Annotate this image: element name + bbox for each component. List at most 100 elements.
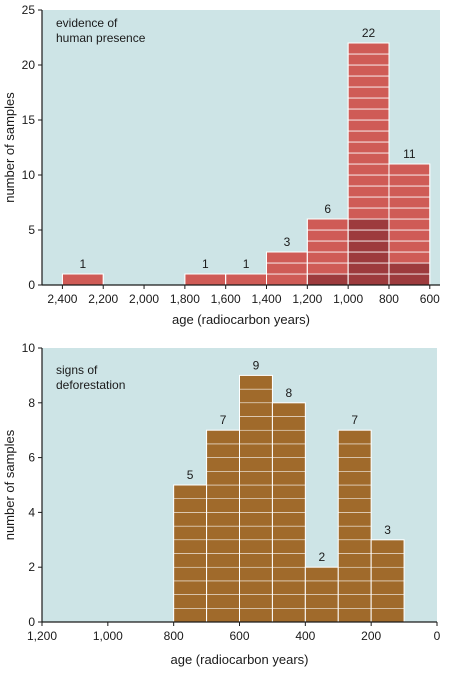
- bar-segment: [388, 262, 431, 275]
- x-tick-label: 2,000: [129, 292, 159, 306]
- bar-segment: [206, 525, 240, 541]
- y-tick-label: 10: [22, 341, 36, 355]
- bar-segment: [173, 608, 207, 623]
- bar-value-label: 5: [187, 468, 194, 482]
- x-tick-label: 1,800: [170, 292, 200, 306]
- y-axis-title: number of samples: [2, 429, 17, 540]
- x-ticks-human-presence: 2,400 2,200 2,000 1,800 1,600 1,400 1,200 1,000…: [47, 285, 440, 306]
- bar-segment: [272, 471, 306, 486]
- bar-segment: [239, 512, 273, 527]
- bar-segment: [388, 273, 431, 286]
- bar: [337, 429, 372, 623]
- bar-segment: [206, 471, 240, 486]
- x-tick-label: 800: [379, 292, 399, 306]
- bar-segment: [347, 53, 390, 66]
- bar-value-label: 6: [324, 202, 331, 216]
- bar-segment: [206, 566, 240, 582]
- bar-value-label: 1: [202, 257, 209, 271]
- bar-segment: [173, 566, 207, 582]
- bar-segment: [272, 525, 306, 541]
- bar-segment: [272, 580, 306, 595]
- bar-segment: [206, 498, 240, 513]
- bar: [173, 484, 208, 623]
- bar-segment: [272, 429, 306, 445]
- x-tick-label: 1,600: [211, 292, 241, 306]
- bar-segment: [239, 443, 273, 458]
- bar-segment: [338, 457, 372, 472]
- bar-value-label: 8: [286, 386, 293, 400]
- bar-segment: [347, 218, 390, 231]
- x-tick-label: 1,000: [333, 292, 363, 306]
- bar: [225, 273, 268, 286]
- bar: [304, 566, 339, 623]
- bar-segment: [338, 498, 372, 513]
- bar-segment: [347, 119, 390, 132]
- bar-value-label: 7: [351, 413, 358, 427]
- bar-segment: [173, 512, 207, 527]
- bar-segment: [347, 207, 390, 220]
- bar-segment: [239, 484, 273, 499]
- bar-segment: [347, 196, 390, 209]
- bar-segment: [206, 512, 240, 527]
- bar-segment: [338, 471, 372, 486]
- bar-value-label: 1: [243, 257, 250, 271]
- bar-segment: [347, 229, 390, 242]
- bar-segment: [347, 262, 390, 275]
- bar-segment: [272, 539, 306, 554]
- bar-segment: [347, 273, 390, 286]
- bar-segment: [306, 262, 349, 275]
- bar-segment: [272, 416, 306, 431]
- annotation-line: signs of: [56, 363, 98, 377]
- bar-segment: [239, 566, 273, 582]
- bar-segment: [206, 429, 240, 445]
- bar-segment: [347, 240, 390, 253]
- bar-segment: [388, 163, 431, 176]
- bar-segment: [272, 512, 306, 527]
- bar-segment: [347, 163, 390, 176]
- bar-segment: [338, 429, 372, 445]
- bar-segment: [239, 580, 273, 595]
- bar: [184, 273, 227, 286]
- bar-segment: [370, 594, 405, 609]
- bar-segment: [239, 471, 273, 486]
- y-tick-label: 15: [22, 113, 36, 127]
- bar-segment: [173, 525, 207, 541]
- bar-segment: [388, 218, 431, 231]
- y-tick-label: 0: [28, 615, 35, 629]
- bar-segment: [272, 553, 306, 568]
- bar-segment: [272, 566, 306, 582]
- y-ticks-deforestation: 0 2 4 6 8 10: [22, 341, 42, 629]
- bar: [370, 539, 405, 623]
- x-tick-label: 0: [434, 629, 441, 643]
- bar-segment: [272, 484, 306, 499]
- x-ticks-deforestation: 1,200 1,000 800 600 400 200 0: [27, 622, 441, 643]
- bar-segment: [225, 273, 267, 286]
- y-tick-label: 0: [28, 278, 35, 292]
- bar-segment: [239, 388, 273, 404]
- bar: [306, 218, 349, 286]
- bar-segment: [239, 594, 273, 609]
- bar: [388, 163, 431, 286]
- y-tick-label: 20: [22, 58, 36, 72]
- bar-segment: [306, 240, 349, 253]
- bar: [206, 429, 240, 623]
- x-axis-title: age (radiocarbon years): [170, 652, 308, 667]
- bar-segment: [347, 185, 390, 198]
- bar-segment: [173, 539, 207, 554]
- bar-segment: [338, 512, 372, 527]
- y-tick-label: 25: [22, 3, 36, 17]
- bar: [271, 402, 306, 623]
- bar-segment: [338, 525, 372, 541]
- y-tick-label: 10: [22, 168, 36, 182]
- bar-segment: [206, 443, 240, 458]
- bar-segment: [239, 429, 273, 445]
- x-tick-label: 1,200: [292, 292, 322, 306]
- bar-segment: [388, 229, 431, 242]
- x-tick-label: 200: [361, 629, 381, 643]
- x-axis-title: age (radiocarbon years): [172, 312, 310, 327]
- bar-segment: [206, 484, 240, 499]
- bar-value-label: 1: [79, 257, 86, 271]
